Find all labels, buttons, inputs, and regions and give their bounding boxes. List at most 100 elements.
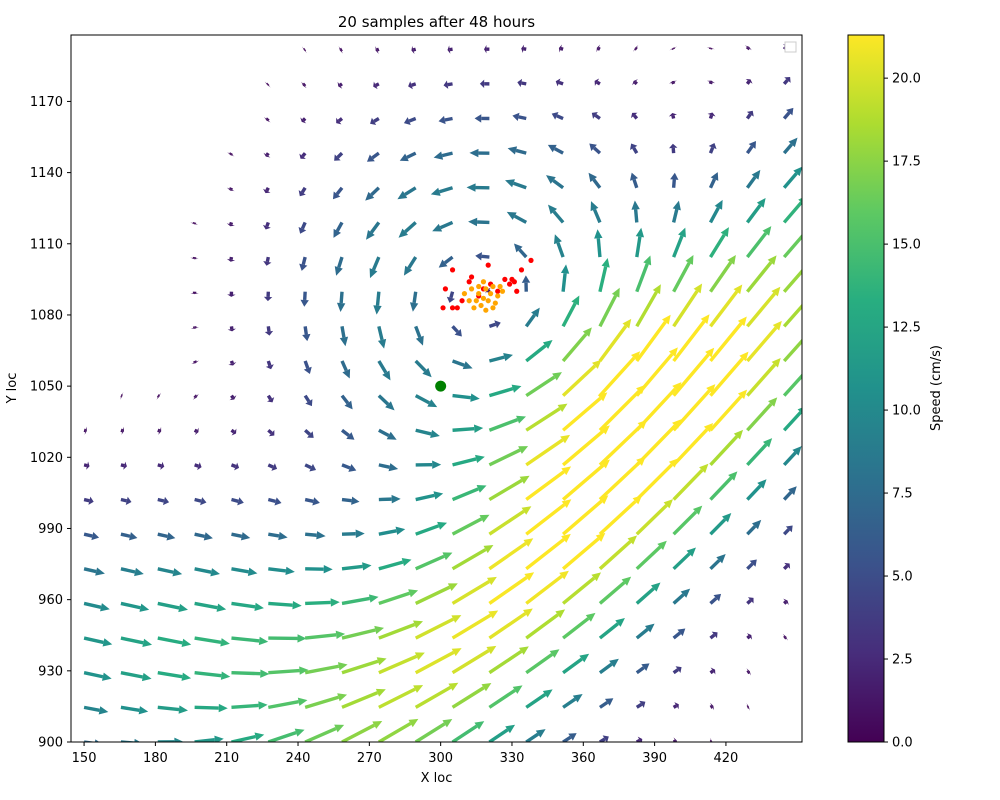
vector-arrow — [377, 325, 387, 349]
vector-arrow — [469, 148, 490, 158]
vector-arrow — [672, 254, 694, 293]
vector-arrow — [709, 316, 747, 363]
vector-arrow — [340, 428, 355, 440]
vector-arrow — [339, 326, 349, 347]
vector-arrow — [746, 597, 754, 605]
sample-point-red — [442, 286, 449, 292]
vector-arrow — [226, 187, 235, 192]
vector-arrow — [521, 275, 531, 292]
vector-arrow — [635, 284, 661, 328]
sample-point-orange — [487, 291, 494, 297]
vector-arrow — [340, 394, 353, 410]
vector-arrow — [599, 735, 609, 742]
vector-arrow — [744, 45, 752, 51]
vector-arrow — [84, 739, 100, 742]
vector-arrow — [157, 532, 176, 541]
vector-arrow — [451, 325, 462, 337]
vector-arrow — [415, 491, 444, 502]
vector-arrow — [194, 532, 213, 541]
plot-frame — [70, 34, 803, 743]
vector-arrow — [157, 636, 192, 648]
vector-arrow — [782, 338, 802, 363]
sample-point-red — [449, 267, 456, 273]
vector-arrow — [635, 419, 682, 467]
vector-arrow — [782, 407, 802, 432]
vector-arrow — [488, 384, 522, 398]
vector-arrow — [341, 529, 365, 538]
vector-arrow — [231, 532, 251, 541]
vector-arrow — [635, 347, 678, 397]
x-tick-label: 420 — [714, 751, 739, 766]
vector-arrow — [190, 256, 199, 260]
y-tick-label: 1080 — [30, 308, 63, 323]
vector-arrow — [782, 166, 802, 189]
vector-arrow — [525, 466, 572, 501]
vector-arrow — [190, 221, 199, 225]
sample-point-orange — [478, 302, 484, 309]
vector-arrow — [375, 46, 380, 54]
vector-arrow — [488, 475, 530, 501]
vector-arrow — [546, 175, 565, 190]
vector-arrow — [231, 701, 268, 710]
vector-arrow — [745, 169, 761, 189]
vector-arrow — [525, 533, 571, 571]
vector-arrow — [590, 201, 602, 224]
vector-arrow — [671, 200, 681, 223]
vector-arrow — [333, 221, 344, 238]
vector-arrow — [745, 226, 772, 259]
vector-arrow — [366, 151, 380, 162]
vector-arrow — [598, 535, 638, 571]
x-tick-label: 330 — [500, 751, 525, 766]
vector-arrow — [304, 463, 317, 472]
vector-arrow — [451, 610, 499, 640]
vector-arrow — [433, 151, 453, 160]
vector-arrow — [341, 721, 383, 742]
vector-arrow — [443, 80, 453, 89]
vector-arrow — [366, 221, 381, 240]
vector-arrow — [268, 531, 288, 541]
vector-arrow — [83, 461, 90, 470]
vector-arrow — [120, 496, 132, 505]
vector-arrow — [264, 81, 271, 88]
vector-arrow — [588, 172, 602, 189]
vector-arrow — [304, 497, 320, 506]
vector-arrow — [782, 303, 802, 328]
vector-arrow — [268, 666, 309, 675]
vector-arrow — [334, 151, 344, 161]
vector-arrow — [670, 172, 679, 188]
vector-arrow — [378, 685, 424, 709]
vector-arrow — [305, 598, 340, 607]
colorbar-tick-label: 17.5 — [892, 155, 921, 170]
vector-arrow — [191, 360, 199, 364]
vector-arrow — [452, 424, 484, 433]
vector-arrow — [157, 461, 165, 470]
sample-point-orange — [480, 279, 487, 285]
vector-arrow — [746, 320, 782, 363]
vector-arrow — [341, 463, 357, 472]
colorbar-tick-label: 10.0 — [892, 404, 921, 419]
vector-arrow — [525, 372, 562, 398]
vector-arrow — [120, 532, 138, 541]
vector-arrow — [157, 567, 183, 577]
vector-arrow — [157, 601, 188, 613]
vector-arrow — [415, 428, 440, 439]
sample-point-orange — [483, 286, 489, 292]
vector-arrow — [452, 454, 485, 467]
vector-arrow — [706, 47, 715, 50]
vector-arrow — [451, 545, 494, 571]
vector-arrow — [83, 671, 112, 681]
vector-arrow — [190, 326, 199, 329]
sample-point-orange — [499, 288, 506, 294]
vector-arrow — [365, 186, 381, 201]
vector-arrow — [231, 732, 265, 742]
colorbar — [847, 34, 885, 743]
vector-arrow — [451, 721, 485, 742]
vector-arrow — [263, 256, 272, 266]
vector-arrow — [373, 291, 382, 315]
vector-arrow — [746, 703, 750, 711]
sample-point-orange — [476, 283, 482, 290]
vector-arrow — [370, 117, 380, 125]
vector-arrow — [669, 46, 677, 51]
vector-arrow — [120, 601, 150, 612]
vector-arrow — [782, 197, 802, 224]
